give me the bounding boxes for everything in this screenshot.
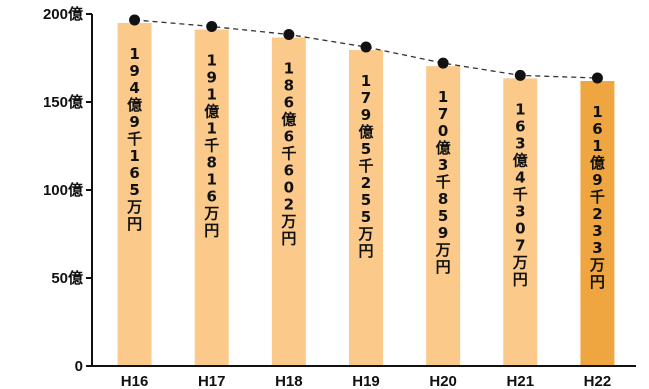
y-tick-label: 200億 xyxy=(43,5,83,23)
bar-H16 xyxy=(117,22,152,366)
bar-H20 xyxy=(426,66,461,366)
x-tick-label: H17 xyxy=(198,373,226,389)
trend-point-H22 xyxy=(591,72,603,84)
trend-line-group xyxy=(129,14,603,84)
bar-H19 xyxy=(349,50,383,366)
x-tick-label: H19 xyxy=(352,373,380,389)
trend-point-H19 xyxy=(360,41,372,53)
bar-label-H17: 1 9 1 億 1 千 8 1 6 万円 xyxy=(203,52,219,240)
bar-label-H22: 1 6 1 億 9 千 2 3 3 万円 xyxy=(589,103,605,291)
bar-labels-group: 1 9 4 億 9 千 1 6 5 万円 1 9 1 億 1 千 8 1 6 万円 1 8 6 億 6 千 6 0 2 万円 1 7 9 億 5 千 2… xyxy=(126,45,605,291)
x-tick-label: H18 xyxy=(275,373,303,389)
bar-H22 xyxy=(580,81,615,367)
trend-point-H18 xyxy=(283,28,295,40)
bar-H18 xyxy=(271,37,306,366)
y-tick-label: 0 xyxy=(75,358,83,375)
x-tick-label: H22 xyxy=(584,373,612,389)
bar-H17 xyxy=(194,29,229,366)
trend-point-H16 xyxy=(129,14,141,26)
x-tick-label: H21 xyxy=(507,373,535,389)
bar-H21 xyxy=(503,78,538,366)
y-tick-label: 50億 xyxy=(51,269,83,287)
y-tick-label: 150億 xyxy=(43,93,83,111)
x-tick-label: H16 xyxy=(121,373,149,389)
bar-label-H20: 1 7 0 億 3 千 8 5 9 万円 xyxy=(435,88,451,276)
trend-point-H20 xyxy=(437,57,449,69)
trend-point-H21 xyxy=(514,69,526,81)
trend-point-H17 xyxy=(206,21,218,33)
bars-group xyxy=(117,22,615,367)
x-tick-label: H20 xyxy=(429,373,457,389)
bar-label-H18: 1 8 6 億 6 千 6 0 2 万円 xyxy=(280,60,296,248)
y-ticks-group: 0 50億 100億 150億 200億 xyxy=(43,5,92,375)
x-labels-group: H16 H17 H18 H19 H20 H21 H22 xyxy=(121,373,611,389)
bar-label-H16: 1 9 4 億 9 千 1 6 5 万円 xyxy=(126,45,142,233)
bar-label-H21: 1 6 3 億 4 千 3 0 7 万円 xyxy=(512,100,528,288)
y-tick-label: 100億 xyxy=(43,181,83,199)
bar-label-H19: 1 7 9 億 5 千 2 5 5 万円 xyxy=(357,72,373,260)
